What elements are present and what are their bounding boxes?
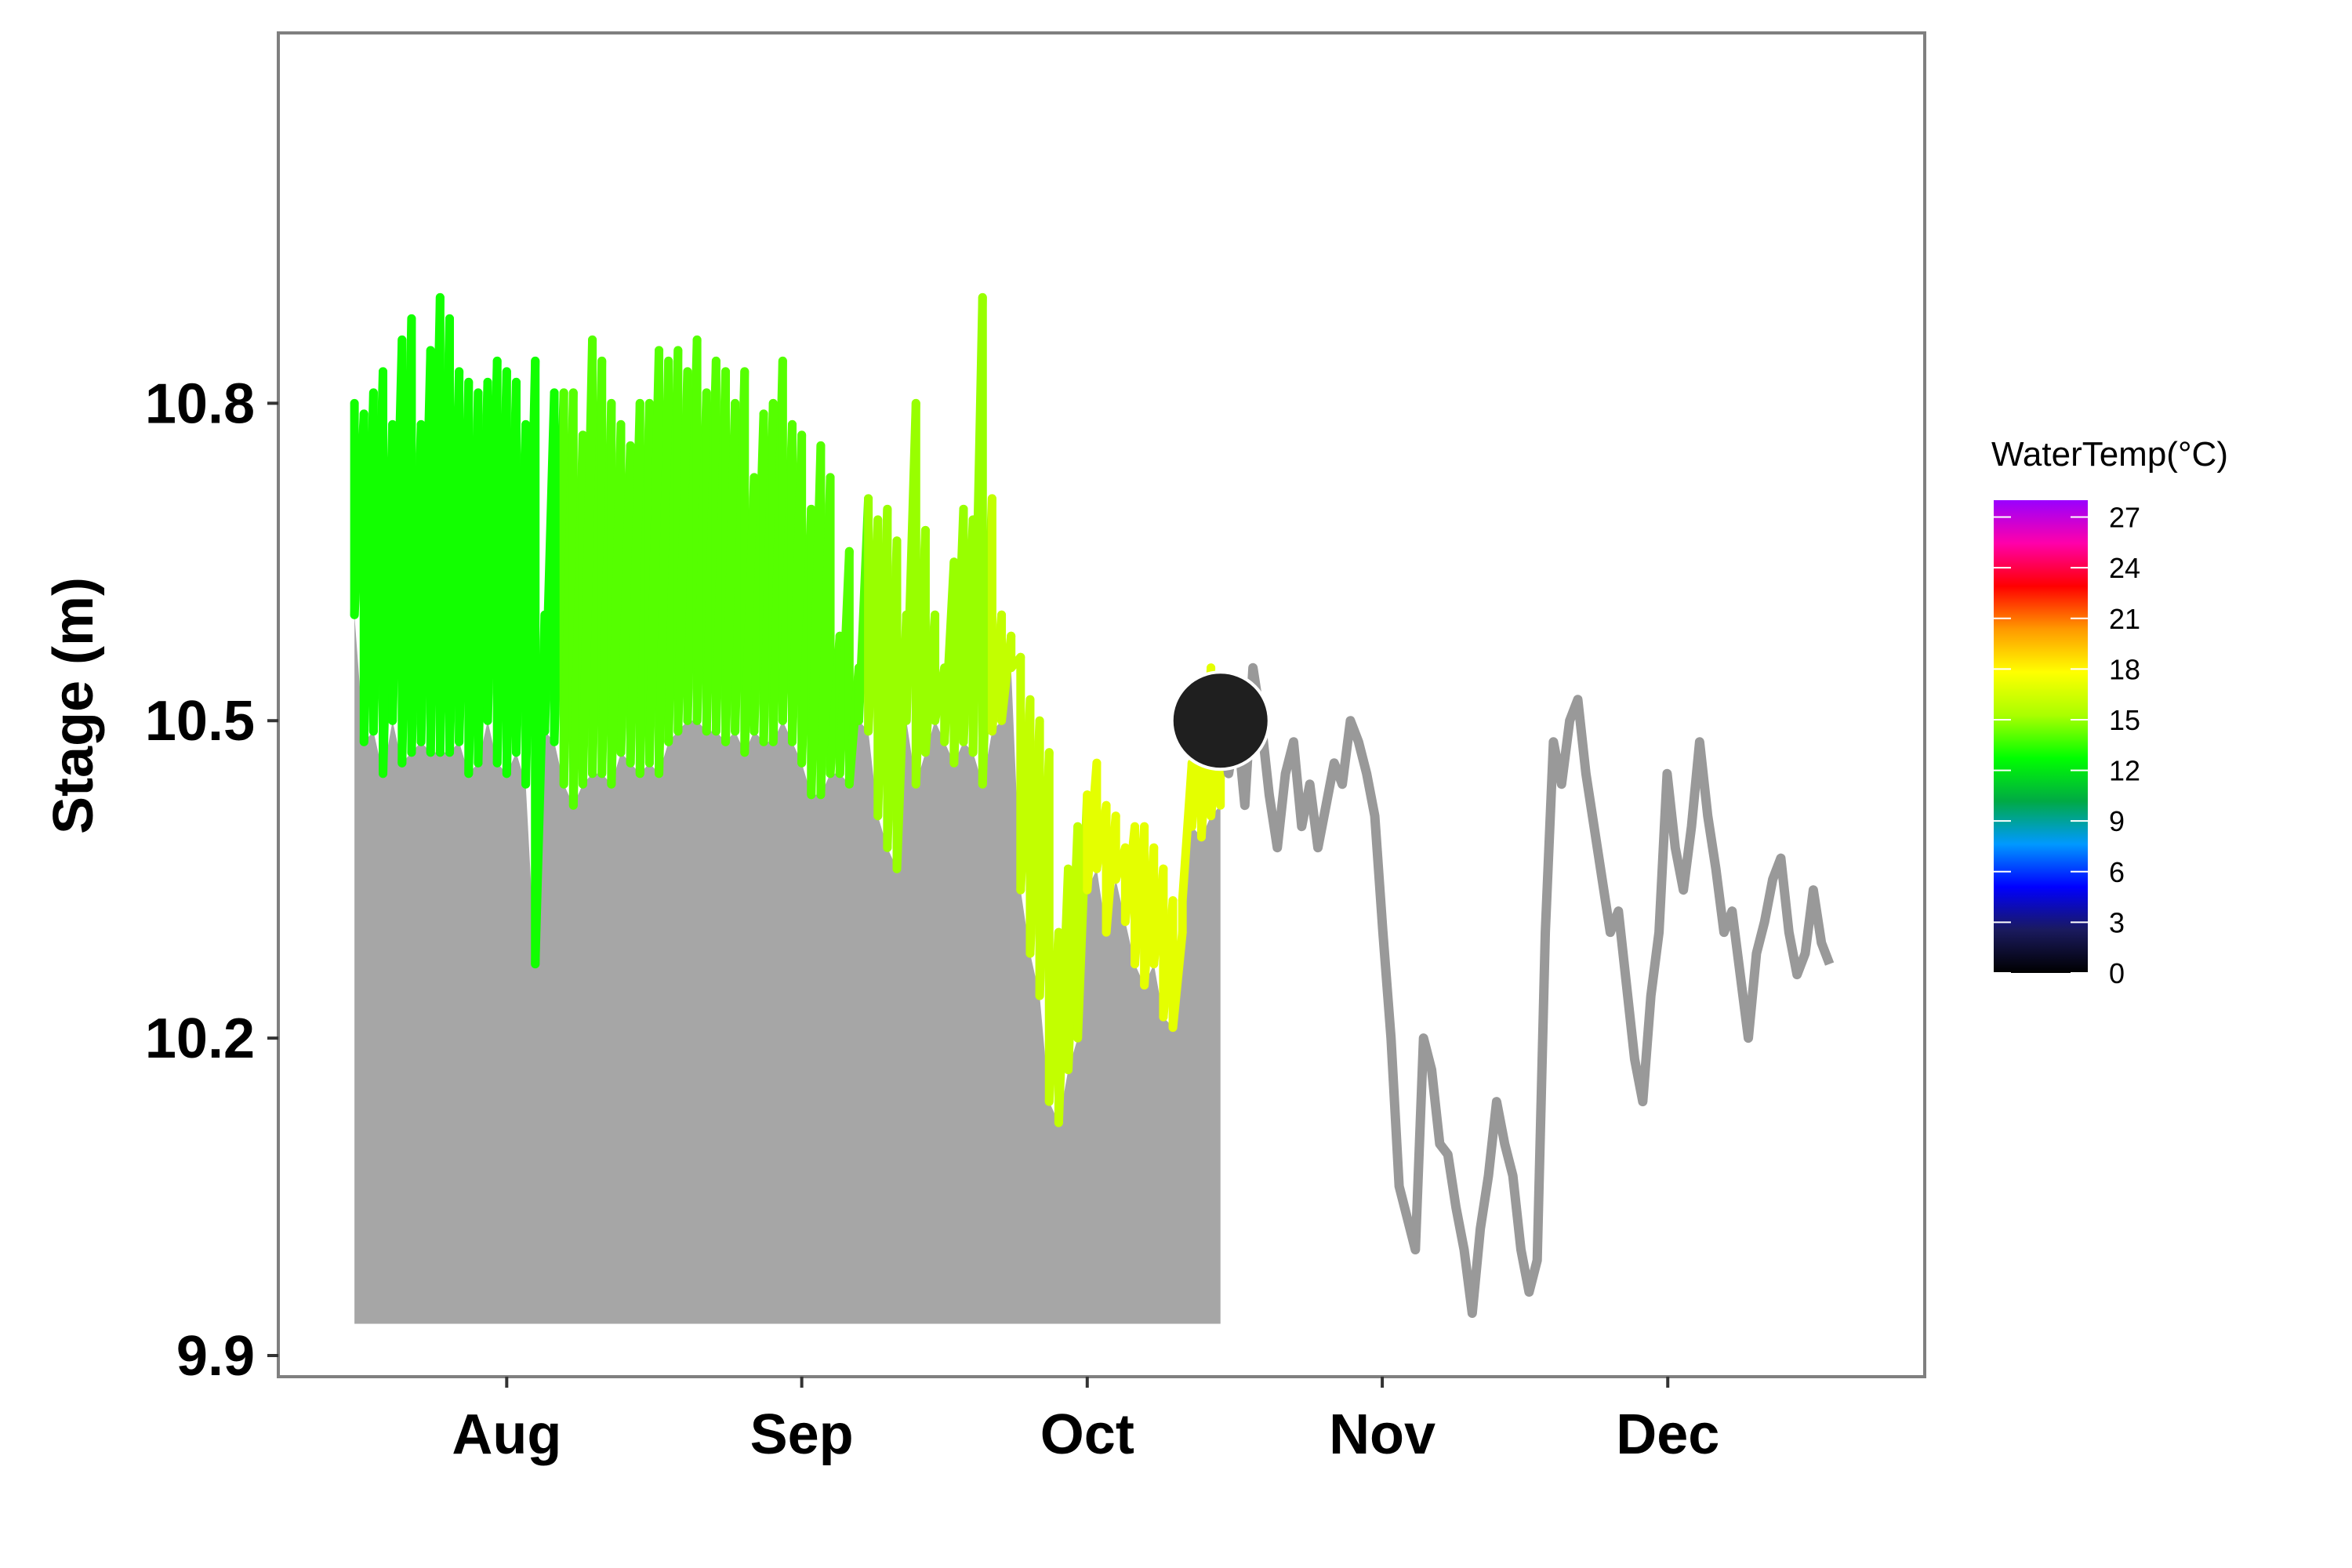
x-tick-label: Aug: [452, 1403, 561, 1466]
forecast-series-line: [1215, 662, 1835, 1319]
x-tick-label: Oct: [1040, 1403, 1134, 1466]
y-axis-title: Stage (m): [42, 577, 105, 834]
legend-tick-label: 27: [2109, 502, 2140, 534]
y-tick-label: 10.5: [145, 690, 255, 753]
legend-tick-label: 6: [2109, 856, 2125, 888]
legend-tick-label: 24: [2109, 552, 2140, 584]
legend-tick-label: 9: [2109, 805, 2125, 837]
legend-tick-label: 0: [2109, 957, 2125, 989]
legend-tick-label: 3: [2109, 906, 2125, 938]
y-tick-label: 9.9: [176, 1325, 255, 1388]
x-tick-label: Dec: [1616, 1403, 1719, 1466]
y-tick-label: 10.8: [145, 372, 255, 435]
observed-segment: [1168, 927, 1187, 1033]
legend-tick-label: 18: [2109, 653, 2140, 685]
current-marker: [1170, 670, 1271, 771]
x-tick-label: Nov: [1329, 1403, 1436, 1466]
legend-ticks: 0 3 6 9 12 15 18 21 24 27: [1994, 502, 2140, 989]
y-axis: 9.9 10.2 10.5 10.8: [145, 372, 278, 1388]
observed-area: [354, 615, 1221, 1324]
y-tick-label: 10.2: [145, 1007, 255, 1070]
legend-title: WaterTemp(°C): [1991, 435, 2228, 474]
legend-tick-label: 12: [2109, 755, 2140, 787]
marker-layer: [1170, 670, 1271, 771]
x-tick-label: Sep: [750, 1403, 854, 1466]
legend-tick-label: 21: [2109, 603, 2140, 635]
observed-lines: [350, 292, 1225, 1127]
forecast-line: [1215, 662, 1835, 1319]
legend-tick-label: 15: [2109, 704, 2140, 736]
legend: WaterTemp(°C) 0 3 6 9 12 15 18 21 24 27: [1991, 435, 2228, 989]
x-axis: Aug Sep Oct Nov Dec: [452, 1377, 1719, 1466]
legend-colorbar: [1994, 500, 2088, 973]
observed-area-fill: [354, 615, 1221, 1324]
